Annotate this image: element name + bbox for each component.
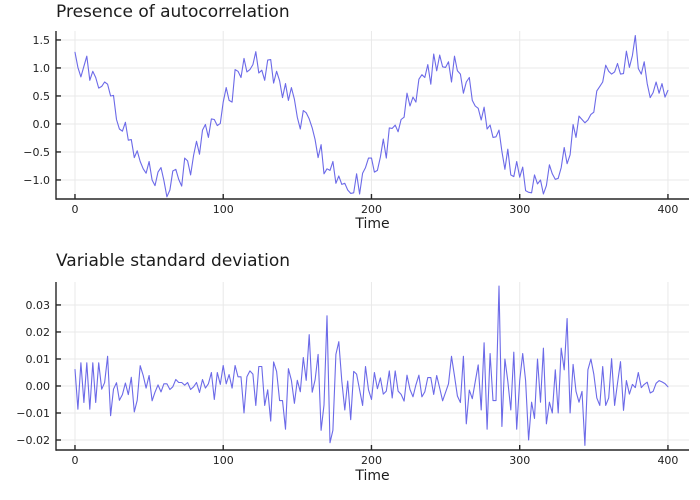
y-tick-label: −0.5 — [23, 146, 50, 159]
x-tick-label: 100 — [213, 203, 234, 216]
y-tick-label: 1.0 — [33, 62, 51, 75]
y-tick-label: 1.5 — [33, 34, 51, 47]
y-tick-label: −0.01 — [16, 407, 50, 420]
x-tick-label: 200 — [361, 454, 382, 467]
y-tick-label: 0.00 — [26, 380, 51, 393]
series-line — [74, 34, 669, 198]
x-tick-label: 0 — [71, 454, 78, 467]
x-tick-label: 300 — [509, 454, 530, 467]
x-axis-label-top: Time — [355, 216, 390, 232]
chart-title-std-deviation: Variable standard deviation — [56, 251, 291, 271]
x-tick-label: 400 — [657, 454, 678, 467]
x-tick-label: 300 — [509, 203, 530, 216]
y-tick-label: 0.02 — [26, 326, 51, 339]
x-tick-label: 0 — [71, 203, 78, 216]
y-tick-label: −0.02 — [16, 434, 50, 447]
y-tick-label: 0.01 — [26, 353, 51, 366]
x-tick-label: 100 — [213, 454, 234, 467]
x-tick-label: 400 — [657, 203, 678, 216]
chart-title-autocorrelation: Presence of autocorrelation — [56, 2, 290, 22]
y-tick-label: 0.03 — [26, 299, 51, 312]
x-tick-label: 200 — [361, 203, 382, 216]
x-axis-label-bottom: Time — [355, 468, 390, 484]
y-tick-label: 0.0 — [33, 118, 51, 131]
y-tick-label: 0.5 — [33, 90, 51, 103]
series-line — [74, 285, 669, 446]
y-tick-label: −1.0 — [23, 174, 50, 187]
